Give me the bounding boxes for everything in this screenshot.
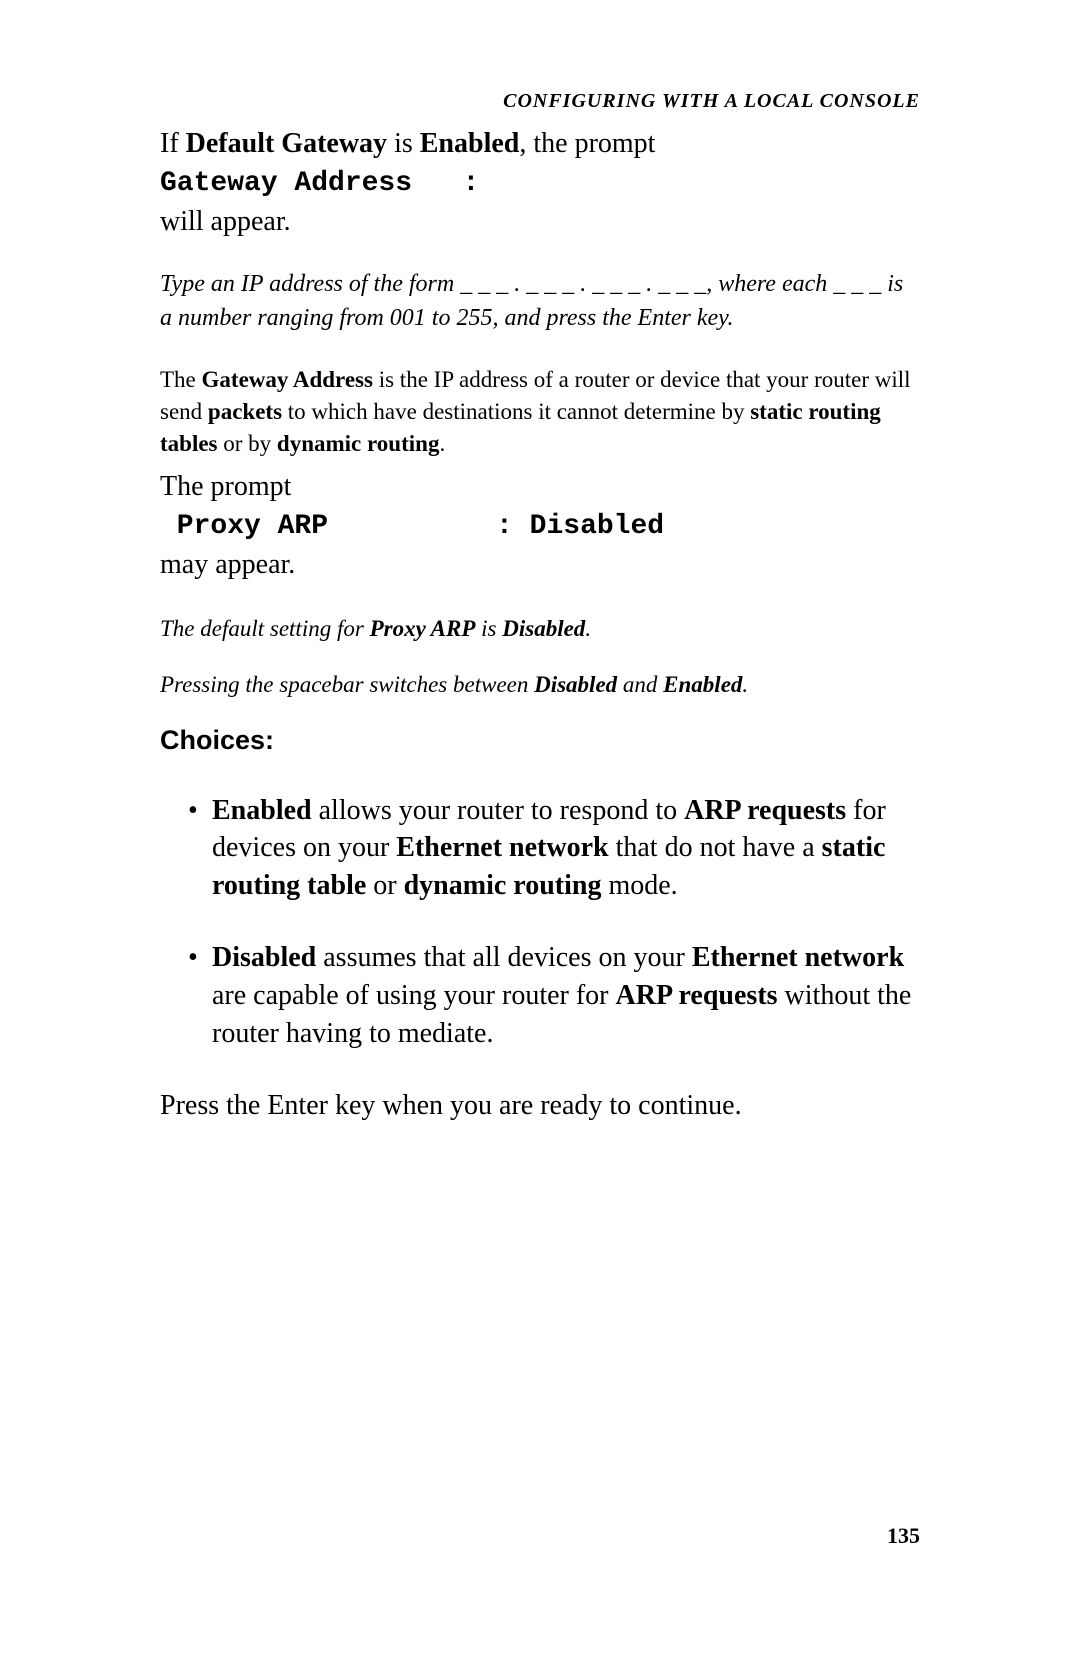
text: that do not have a <box>609 832 822 863</box>
text: and <box>617 672 663 697</box>
list-item: Enabled allows your router to respond to… <box>188 792 920 905</box>
gateway-description: The Gateway Address is the IP address of… <box>160 364 920 461</box>
text: . <box>439 431 445 456</box>
text: The default setting for <box>160 616 370 641</box>
bold-dynamic-routing: dynamic routing <box>277 431 440 456</box>
section-header: CONFIGURING WITH A LOCAL CONSOLE <box>160 90 920 113</box>
text: If <box>160 128 186 159</box>
final-instruction: Press the Enter key when you are ready t… <box>160 1086 920 1125</box>
bold-ethernet-network-2: Ethernet network <box>692 942 904 973</box>
proxy-arp-default-note: The default setting for Proxy ARP is Dis… <box>160 612 920 647</box>
choices-heading: Choices: <box>160 725 920 756</box>
intro-paragraph: If Default Gateway is Enabled, the promp… <box>160 125 920 240</box>
bold-disabled-option: Disabled <box>212 942 316 973</box>
text: The prompt <box>160 471 291 502</box>
bold-dynamic-routing-2: dynamic routing <box>404 870 602 901</box>
text: allows your router to respond to <box>312 795 685 826</box>
text: or by <box>218 431 277 456</box>
page-number: 135 <box>887 1523 920 1549</box>
text: may appear. <box>160 549 295 580</box>
bold-ethernet-network: Ethernet network <box>396 832 608 863</box>
bold-packets: packets <box>208 399 282 424</box>
bold-disabled: Disabled <box>502 616 585 641</box>
ip-format-note: Type an IP address of the form _ _ _ . _… <box>160 268 920 335</box>
text: mode. <box>601 870 677 901</box>
proxy-arp-prompt: Proxy ARP : Disabled <box>160 511 664 542</box>
text: to which have destinations it cannot det… <box>282 399 750 424</box>
text: , the prompt <box>519 128 655 159</box>
text: The <box>160 367 202 392</box>
proxy-arp-prompt-block: The prompt Proxy ARP : Disabled may appe… <box>160 468 920 583</box>
text: are capable of using your router for <box>212 980 616 1011</box>
bold-enabled-2: Enabled <box>663 672 742 697</box>
bold-enabled-option: Enabled <box>212 795 312 826</box>
bold-proxy-arp: Proxy ARP <box>370 616 476 641</box>
text: assumes that all devices on your <box>316 942 692 973</box>
bold-default-gateway: Default Gateway <box>186 128 387 159</box>
text: Pressing the spacebar switches between <box>160 672 534 697</box>
text: or <box>366 870 403 901</box>
text: . <box>742 672 748 697</box>
bold-arp-requests-2: ARP requests <box>616 980 778 1011</box>
bold-enabled: Enabled <box>420 128 520 159</box>
bold-disabled-2: Disabled <box>534 672 617 697</box>
bold-gateway-address: Gateway Address <box>202 367 373 392</box>
text: is <box>387 128 420 159</box>
bold-arp-requests: ARP requests <box>684 795 846 826</box>
spacebar-note: Pressing the spacebar switches between D… <box>160 668 920 703</box>
gateway-address-prompt: Gateway Address : <box>160 168 479 199</box>
text: will appear. <box>160 206 291 237</box>
text: is <box>475 616 502 641</box>
choices-list: Enabled allows your router to respond to… <box>188 792 920 1053</box>
text: . <box>585 616 591 641</box>
list-item: Disabled assumes that all devices on you… <box>188 939 920 1052</box>
